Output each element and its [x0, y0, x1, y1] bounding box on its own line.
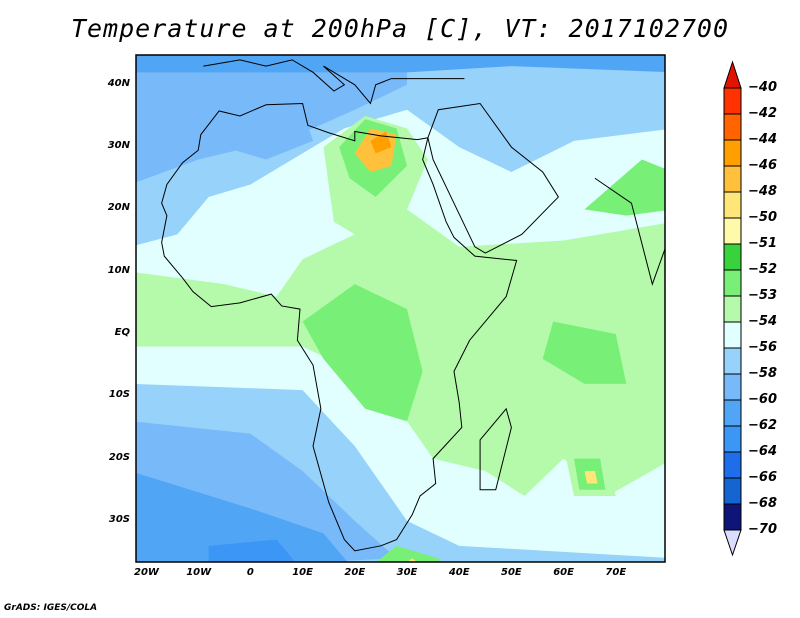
colorbar-label: −40 [748, 80, 777, 95]
lat-label: 10S [108, 389, 130, 401]
lat-label: 20N [107, 202, 130, 214]
africa-coastline [161, 102, 518, 552]
colorbar-segment [723, 113, 742, 141]
colorbar-top-arrow [723, 60, 742, 89]
lat-label: 40N [107, 77, 130, 89]
arabia-coastline [427, 102, 560, 254]
colorbar-label: −70 [748, 522, 777, 537]
lon-label: 20E [344, 567, 366, 578]
colorbar-segment [723, 165, 742, 193]
colorbar-segment [723, 503, 742, 531]
colorbar-segment [723, 217, 742, 245]
india-coastline [594, 177, 665, 286]
colorbar-segment [723, 477, 742, 505]
colorbar-segment [723, 87, 742, 115]
lat-label: 30N [107, 140, 130, 152]
lon-label: 10W [186, 567, 212, 578]
colorbar-label: −58 [748, 366, 777, 381]
colorbar-label: −60 [748, 392, 777, 407]
colorbar-label: −64 [748, 444, 777, 459]
colorbar-segment [723, 321, 742, 349]
south-cape-yellow [407, 558, 417, 562]
colorbar-label: −66 [748, 470, 777, 485]
colorbar-label: −56 [748, 340, 777, 355]
colorbar-segment [723, 269, 742, 297]
madagascar-east-light [511, 458, 627, 546]
lon-label: 50E [501, 567, 522, 578]
cyclone-core [584, 471, 598, 484]
lat-label: 10N [107, 264, 130, 276]
colorbar-label: −51 [748, 236, 777, 251]
colorbar-segment [723, 399, 742, 427]
colorbar-label: −54 [748, 314, 777, 329]
india-green [584, 159, 665, 216]
colorbar-segment [723, 243, 742, 271]
north-edge [136, 55, 665, 73]
colorbar-segment [723, 451, 742, 479]
lon-label: 70E [605, 567, 627, 578]
lon-label: 60E [553, 567, 574, 578]
colorbar-label: −46 [748, 158, 777, 173]
colorbar-label: −42 [748, 106, 777, 121]
indian-ocean-green [542, 321, 627, 384]
egypt-core [370, 131, 392, 154]
madagascar-coastline [479, 407, 512, 491]
lon-label: 40E [448, 567, 470, 578]
lon-label: 10E [292, 567, 313, 578]
colorbar-segment [723, 425, 742, 453]
colorbar-bottom-arrow [723, 529, 742, 557]
south-deepest [208, 539, 296, 562]
map-frame [135, 54, 666, 563]
credit-text: GrADS: IGES/COLA [4, 603, 98, 613]
colorbar-segment [723, 373, 742, 401]
atlas-band [224, 109, 314, 160]
lon-label: 30E [396, 567, 418, 578]
lon-label: 0 [246, 567, 254, 578]
colorbar-segment [723, 295, 742, 323]
colorbar-label: −50 [748, 210, 777, 225]
colorbar-segment [723, 139, 742, 167]
lat-label: 30S [108, 513, 130, 525]
colorbar-segment [723, 347, 742, 375]
lat-label: EQ [114, 327, 130, 338]
map-title: Temperature at 200hPa [C], VT: 201710270… [70, 14, 730, 43]
congo-green [302, 284, 423, 422]
colorbar-label: −53 [748, 288, 777, 303]
south-deep [136, 472, 348, 562]
colorbar-label: −52 [748, 262, 777, 277]
south-cape-green [376, 545, 442, 562]
lat-label: 20S [108, 451, 130, 463]
colorbar-segment [723, 191, 742, 219]
colorbar-label: −62 [748, 418, 777, 433]
europe-coastline [203, 59, 465, 105]
colorbar-label: −68 [748, 496, 777, 511]
shaded-field [136, 55, 665, 562]
colorbar-label: −44 [748, 132, 777, 147]
colorbar-label: −48 [748, 184, 777, 199]
lon-label: 20W [134, 567, 159, 578]
